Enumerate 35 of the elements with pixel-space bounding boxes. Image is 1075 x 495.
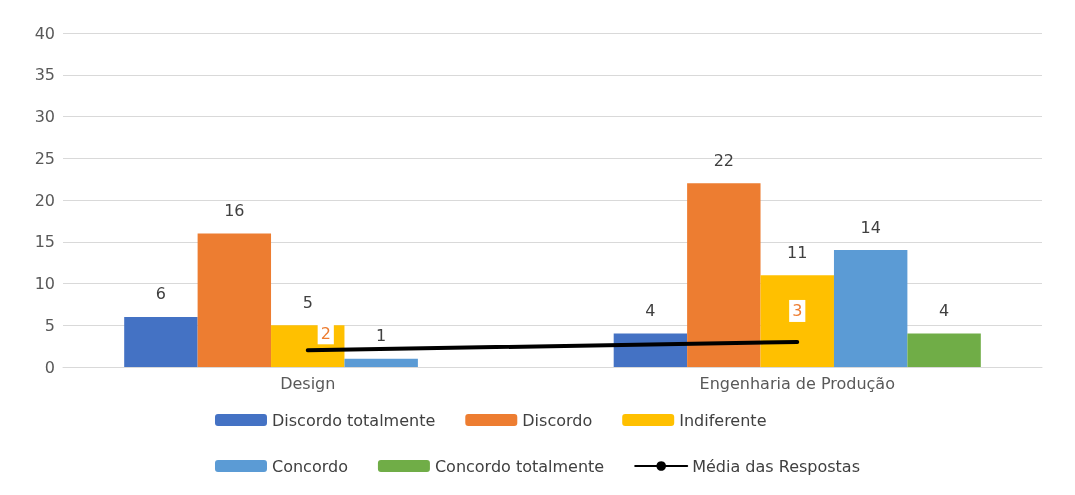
data-label: 22 [713,150,734,170]
bar [197,233,272,367]
y-tick-label: 15 [34,232,55,252]
data-label: 1 [376,326,387,346]
data-label: 4 [645,301,656,321]
data-label: 16 [224,200,245,220]
bar [833,250,908,367]
x-tick-label: Design [280,373,336,393]
bar [760,275,834,367]
data-label: 2 [320,323,331,343]
bar [344,358,418,367]
y-tick-label: 30 [34,107,55,126]
bar [907,333,981,367]
legend-label: Indiferente [679,410,767,430]
y-tick-label: 20 [34,190,55,210]
bar [687,183,761,367]
data-label: 14 [860,217,881,237]
x-tick-label: Engenharia de Produção [699,373,895,393]
data-label: 11 [787,242,808,262]
legend-label: Concordo [271,456,348,476]
data-label: 4 [939,301,950,321]
y-tick-label: 0 [44,357,55,377]
y-tick-label: 5 [44,315,55,335]
data-label: 5 [302,292,313,312]
legend-label: Discordo totalmente [271,410,436,430]
data-label: 3 [792,301,803,321]
y-tick-label: 35 [34,65,55,85]
legend-label: Discordo [522,410,593,430]
y-tick-label: 10 [34,274,55,293]
bar [124,316,198,367]
y-tick-label: 40 [34,23,55,43]
y-tick-label: 25 [34,148,55,168]
legend-label: Concordo totalmente [434,456,605,476]
legend-label: Média das Respostas [692,456,861,476]
data-label: 6 [155,284,166,304]
